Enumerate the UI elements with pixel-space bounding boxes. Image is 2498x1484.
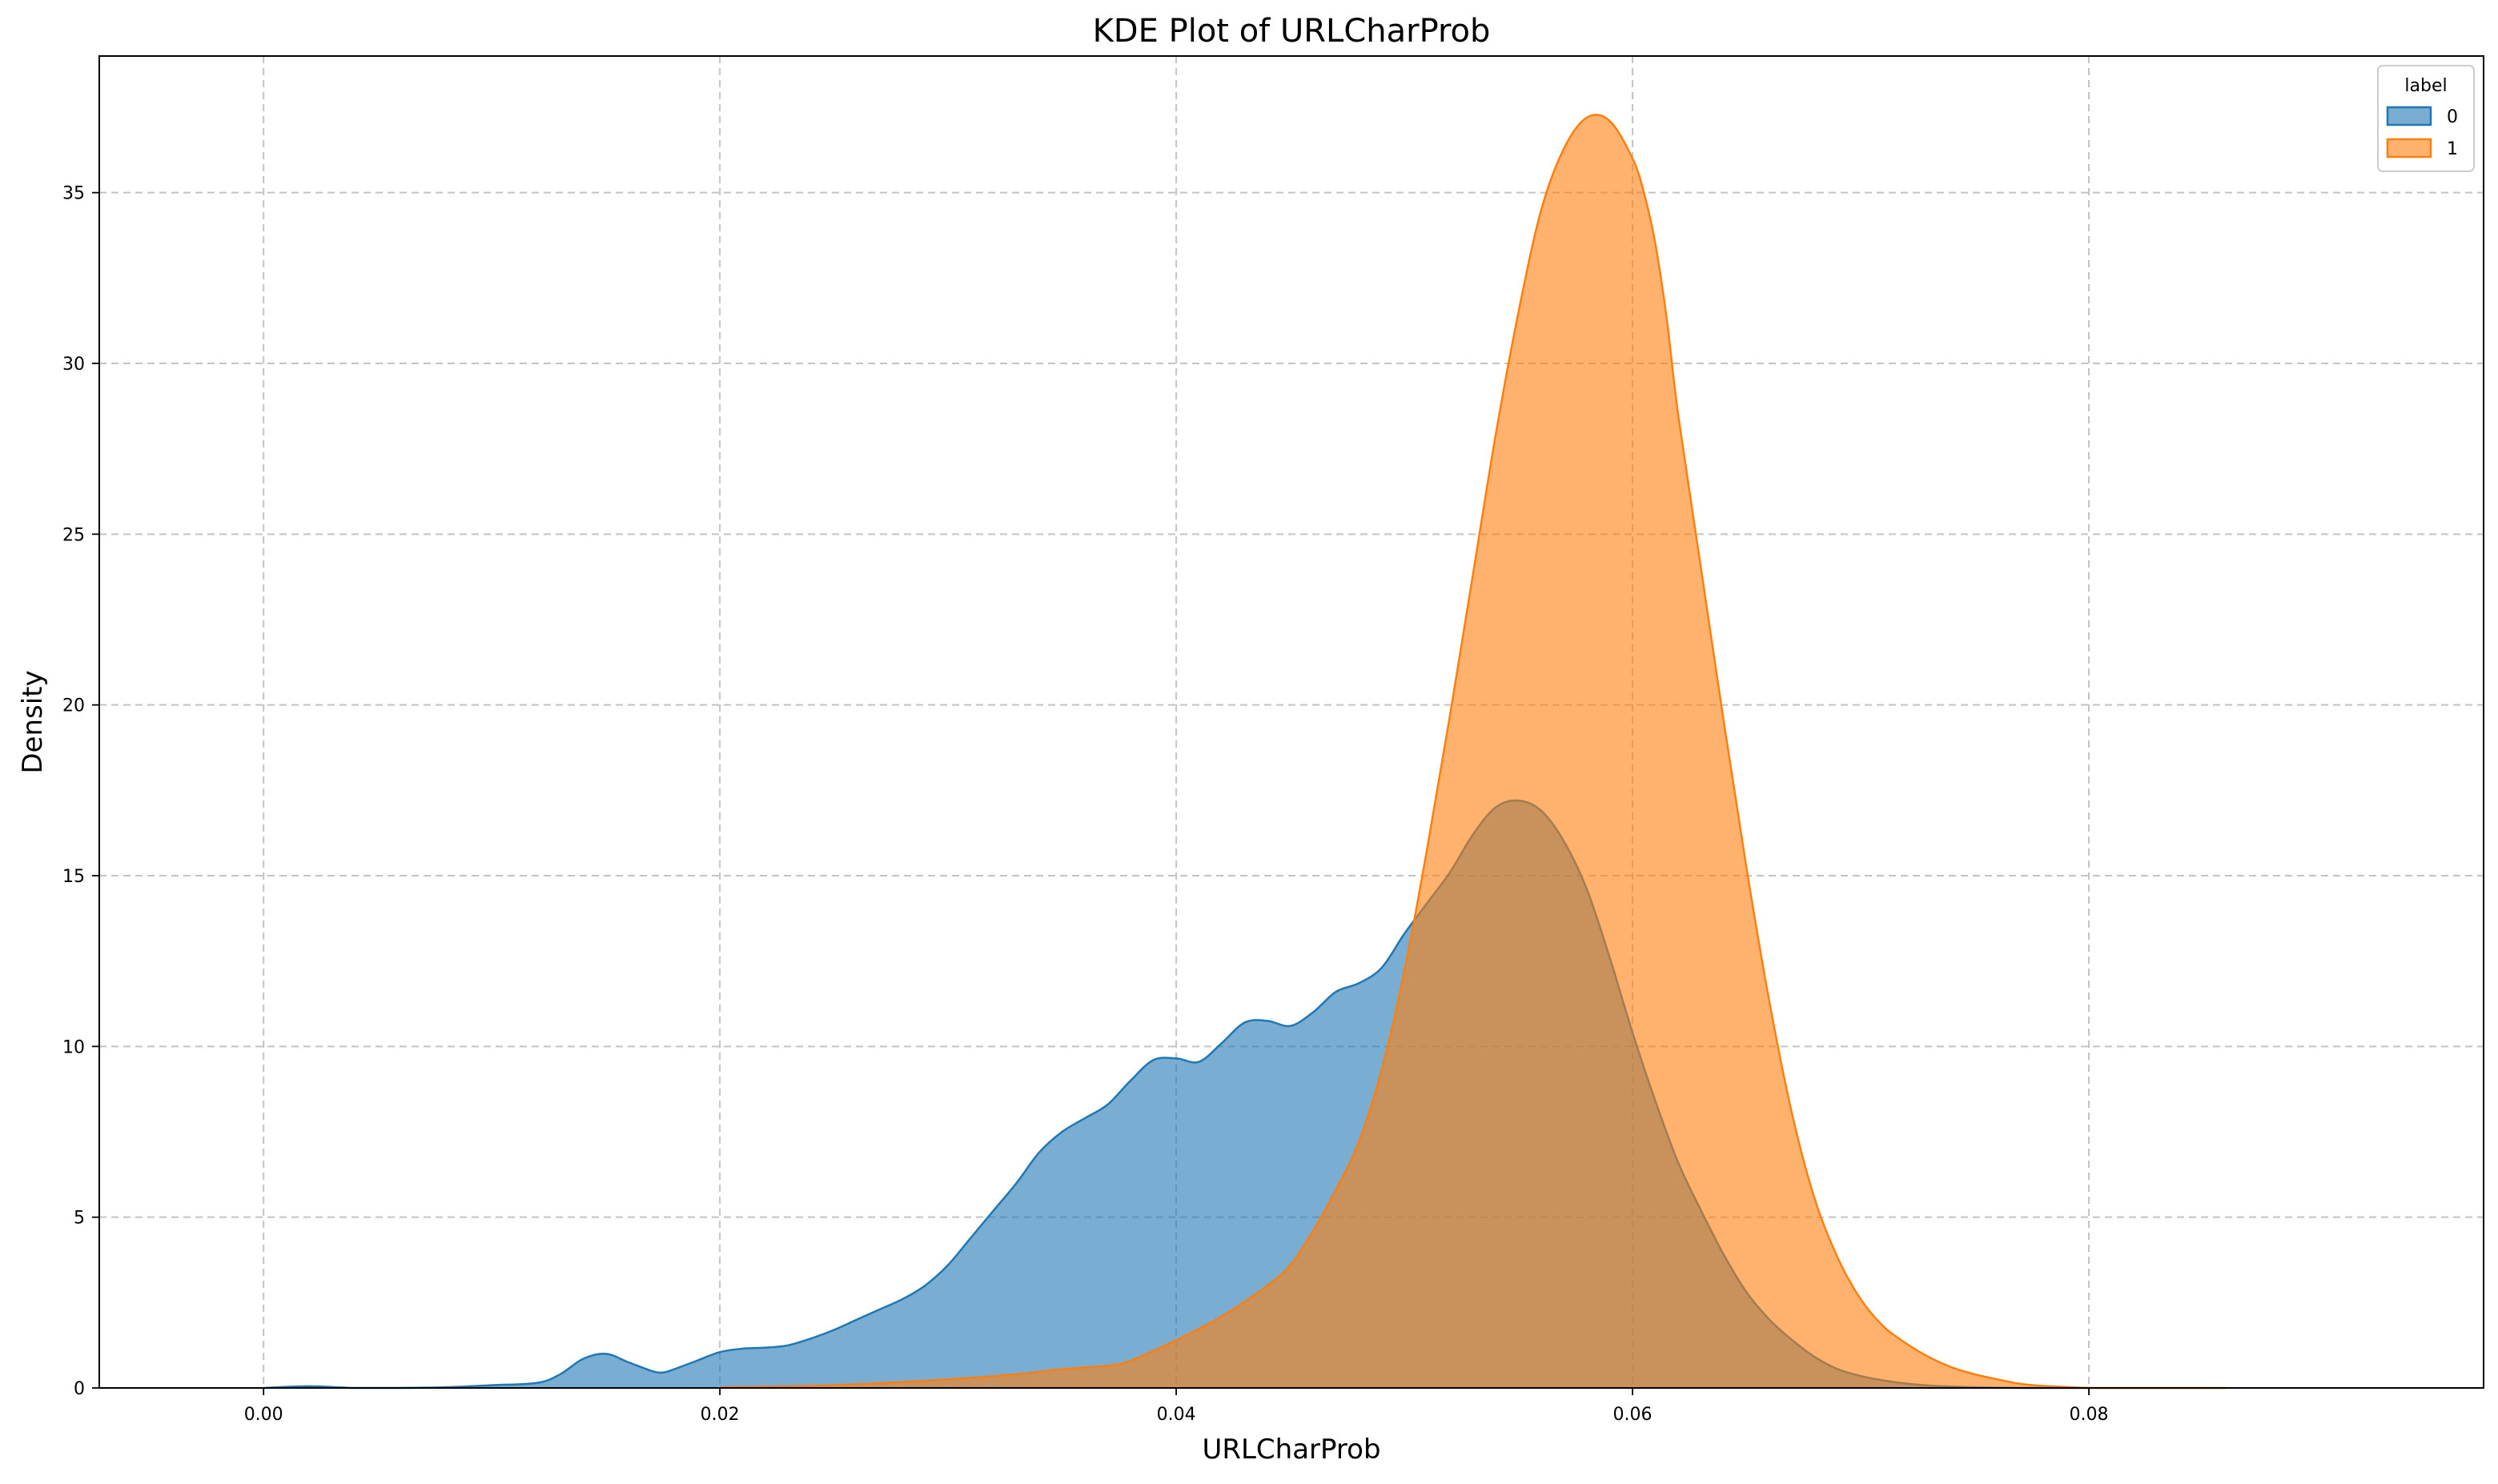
legend-title: label bbox=[2404, 76, 2447, 96]
series-layer bbox=[263, 114, 2226, 1390]
density-area-label-1 bbox=[720, 114, 2226, 1388]
x-tick-label: 0.08 bbox=[2069, 1405, 2108, 1425]
y-tick-label: 15 bbox=[62, 867, 85, 887]
y-axis-title: Density bbox=[17, 670, 49, 773]
legend-swatch-label-1 bbox=[2386, 138, 2432, 158]
x-axis-title: URLCharProb bbox=[1202, 1434, 1380, 1466]
y-tick-label: 20 bbox=[62, 696, 85, 716]
x-tick-label: 0.02 bbox=[701, 1405, 740, 1425]
x-tick-label: 0.06 bbox=[1613, 1405, 1653, 1425]
density-curve-label-1 bbox=[720, 114, 2226, 1390]
legend-entry-label-0: 0 bbox=[2447, 107, 2458, 127]
legend-entry-label-1: 1 bbox=[2447, 139, 2458, 159]
plot-frame bbox=[98, 55, 2484, 1389]
grid-layer bbox=[99, 56, 2484, 1389]
x-tick-label: 0.04 bbox=[1157, 1405, 1196, 1425]
x-tick-label: 0.00 bbox=[244, 1405, 283, 1425]
legend-swatch-label-0 bbox=[2386, 106, 2432, 126]
y-tick-label: 25 bbox=[62, 525, 85, 545]
y-tick-label: 0 bbox=[74, 1379, 85, 1399]
y-tick-label: 35 bbox=[62, 184, 85, 204]
ticks-layer: 0.00 0.02 0.04 0.06 0.08 0 5 10 15 20 25 30 35 bbox=[62, 184, 2108, 1425]
y-tick-label: 5 bbox=[74, 1209, 85, 1229]
y-tick-label: 10 bbox=[62, 1037, 85, 1057]
chart-title: KDE Plot of URLCharProb bbox=[1093, 13, 1491, 50]
legend: label 0 1 bbox=[2377, 65, 2475, 172]
y-tick-label: 30 bbox=[62, 355, 85, 375]
